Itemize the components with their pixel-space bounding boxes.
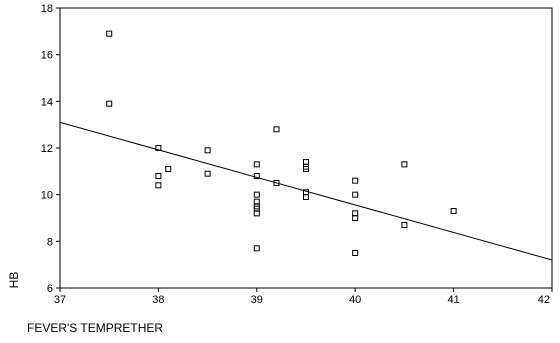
data-point (253, 161, 260, 168)
data-point (303, 166, 309, 172)
y-tick-label: 18 (41, 3, 53, 15)
data-point (352, 250, 359, 256)
data-point (253, 191, 260, 198)
data-point (106, 30, 113, 37)
data-point (303, 194, 309, 200)
data-point (401, 222, 408, 228)
data-point (352, 191, 359, 198)
x-axis-ticks: 37 38 39 40 41 42 (54, 288, 553, 306)
data-point (273, 126, 280, 133)
y-tick-label: 12 (41, 143, 53, 155)
data-point (450, 208, 457, 214)
data-point (204, 170, 211, 177)
x-tick-label: 39 (251, 294, 263, 306)
x-tick-label: 42 (538, 294, 550, 306)
x-tick-label: 38 (152, 294, 164, 306)
data-point (165, 166, 172, 172)
data-point (106, 100, 113, 107)
y-tick-label: 8 (47, 236, 53, 248)
data-point (155, 173, 162, 179)
x-tick-label: 41 (447, 294, 459, 306)
data-point (352, 215, 359, 221)
y-tick-label: 6 (47, 283, 53, 295)
data-points (106, 30, 457, 256)
regression-line (59, 121, 553, 261)
y-tick-label: 14 (41, 96, 53, 108)
data-point (253, 245, 260, 252)
data-point (155, 145, 162, 151)
x-tick-label: 40 (349, 294, 361, 306)
data-point (352, 177, 359, 184)
y-tick-label: 16 (41, 50, 53, 62)
data-point (253, 173, 260, 179)
data-point (273, 180, 280, 186)
y-tick-label: 10 (41, 190, 53, 202)
y-axis-ticks: 6 8 10 12 14 16 18 (41, 3, 60, 295)
data-point (253, 210, 260, 217)
plot-frame (59, 7, 553, 289)
x-axis-title: FEVER'S TEMPRETHER (27, 321, 163, 335)
data-point (401, 161, 408, 168)
y-axis-title: HB (7, 272, 21, 289)
x-tick-label: 37 (54, 294, 66, 306)
data-point (155, 182, 162, 189)
data-point (204, 147, 211, 154)
